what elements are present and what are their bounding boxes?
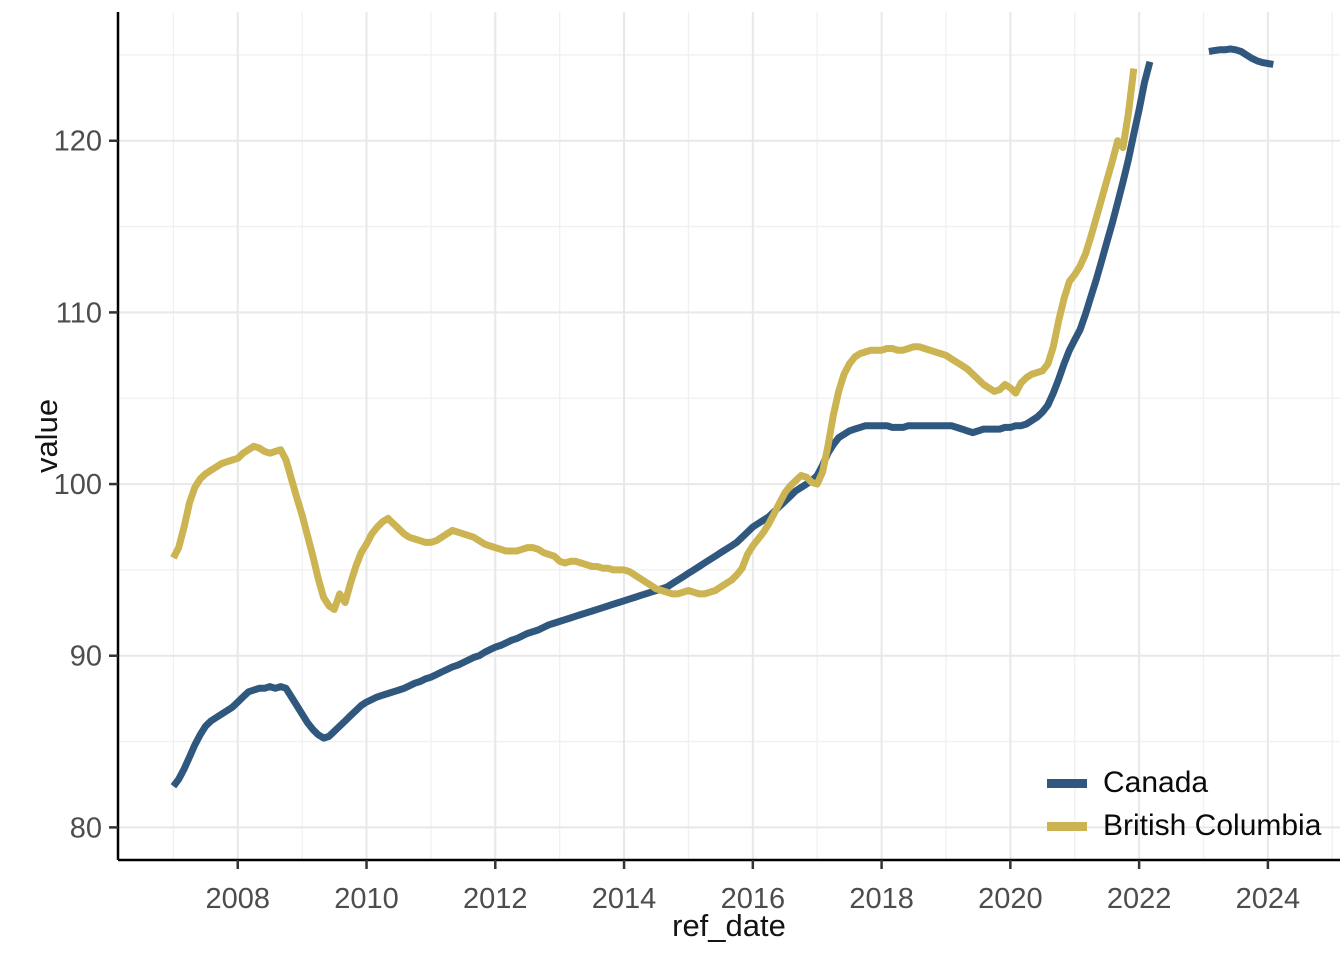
x-axis-title: ref_date <box>672 908 786 943</box>
x-tick-label: 2022 <box>1107 883 1172 915</box>
legend-label-canada: Canada <box>1103 766 1209 799</box>
y-axis-title: value <box>29 398 65 474</box>
x-tick-label: 2020 <box>978 883 1043 915</box>
y-tick-label: 110 <box>56 297 102 329</box>
legend-item-british-columbia: British Columbia <box>1047 811 1321 841</box>
y-tick-label: 80 <box>70 812 102 844</box>
x-tick-label: 2024 <box>1236 883 1301 915</box>
x-tick-label: 2012 <box>463 883 528 915</box>
y-tick-label: 120 <box>54 126 102 158</box>
x-tick-labels: 2008 2010 2012 2014 2016 2018 2020 2022 2024 <box>205 883 1300 915</box>
y-tick-labels: 80 90 100 110 120 <box>54 126 102 845</box>
x-tick-label: 2008 <box>205 883 270 915</box>
series-line-british-columbia <box>170 68 1138 613</box>
x-tick-label: 2010 <box>334 883 399 915</box>
grid-minor <box>118 12 1340 860</box>
x-tick-label: 2014 <box>592 883 657 915</box>
grid-major <box>118 12 1340 860</box>
x-tick-label: 2016 <box>721 883 786 915</box>
series-line-canada <box>170 45 1274 789</box>
legend-label-british-columbia: British Columbia <box>1103 809 1322 842</box>
legend-item-canada: Canada <box>1047 768 1321 798</box>
legend: Canada British Columbia <box>1047 768 1321 854</box>
y-tick-label: 90 <box>70 641 102 673</box>
legend-key-british-columbia <box>1047 821 1087 831</box>
tick-marks <box>109 139 1270 869</box>
y-tick-label: 100 <box>54 469 102 501</box>
x-tick-label: 2018 <box>849 883 914 915</box>
legend-key-canada <box>1047 778 1087 788</box>
